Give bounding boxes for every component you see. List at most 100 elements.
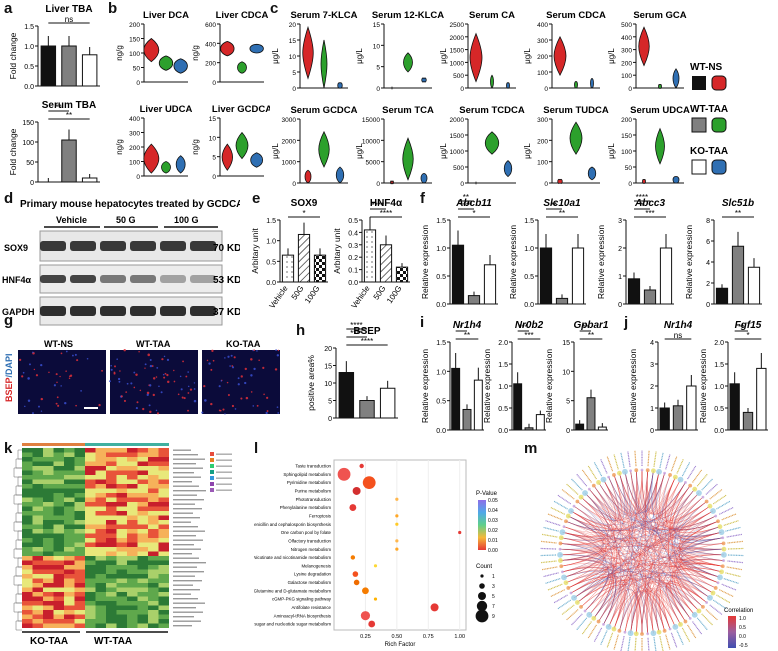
heatmap-cell <box>64 569 75 574</box>
heatmap-row-label <box>173 481 192 483</box>
bubble-point <box>352 571 359 577</box>
panel-letter-b: b <box>108 0 118 17</box>
network-node <box>672 624 679 630</box>
heatmap-cell <box>64 560 75 565</box>
panel-letter-h: h <box>296 322 306 339</box>
network-edge <box>658 479 681 630</box>
serum-ca-ytick-label: 1000 <box>450 60 465 67</box>
group-legend: WT-NS WT-TAA KO-TAA <box>690 62 728 175</box>
heatmap-cell <box>158 497 169 502</box>
heatmap-cell <box>106 479 117 484</box>
heatmap-cell <box>53 547 64 552</box>
heatmap-cell <box>85 619 96 624</box>
i-gpbar1-bar <box>575 423 585 431</box>
network-node-label <box>719 589 734 598</box>
heatmap-cell <box>32 479 43 484</box>
heatmap-cell <box>74 587 85 592</box>
liver-gcdca-violin <box>235 131 249 160</box>
e-hnf4a-bar <box>363 229 377 283</box>
heatmap-cell <box>22 605 33 610</box>
f-abcc3-bar <box>627 278 641 305</box>
heatmap-cell <box>106 560 117 565</box>
heatmap-cell <box>137 533 148 538</box>
heatmap-cell <box>32 511 43 516</box>
fluor-speckle <box>133 386 136 389</box>
count-legend-dot <box>475 609 489 623</box>
j-fgf15-ytick-label: 1.5 <box>714 362 724 369</box>
bubble-point <box>337 467 351 481</box>
liver-gcdca-ylabel: ng/g <box>191 139 200 155</box>
i-nr1h4-bar <box>462 408 472 431</box>
network-node <box>591 615 597 621</box>
fluor-speckle <box>277 349 280 352</box>
heatmap-cell <box>137 587 148 592</box>
heatmap-row-label <box>173 494 197 496</box>
serum-tudca-violin <box>569 121 583 155</box>
network-edge <box>666 579 711 625</box>
heatmap-cell <box>85 538 96 543</box>
fluor-speckle <box>166 358 170 361</box>
serum-ca-ytick-label: 2000 <box>450 35 465 42</box>
heatmap-row-label <box>173 454 198 456</box>
heatmap-cell <box>127 551 138 556</box>
network-node <box>558 541 563 546</box>
heatmap-cell <box>53 497 64 502</box>
serum-gca-ytick-label: 100 <box>621 73 632 80</box>
heatmap-cell <box>106 470 117 475</box>
network-node <box>627 630 634 637</box>
heatmap-cell <box>85 560 96 565</box>
heatmap-cell <box>74 583 85 588</box>
heatmap-row-label <box>173 526 198 528</box>
heatmap-cell <box>32 506 43 511</box>
heatmap-cell <box>95 592 106 597</box>
heatmap-cell <box>137 551 148 556</box>
serum-7-klca-ylabel: μg/L <box>271 48 280 64</box>
fluor-speckle <box>98 403 101 407</box>
fluor-speckle <box>113 365 116 368</box>
fluor-speckle <box>35 374 39 377</box>
fluor-image-wt-taa <box>110 350 198 414</box>
f-slc51b-ytick-label: 8 <box>706 218 710 225</box>
fluor-speckle <box>149 364 153 368</box>
fluor-speckle <box>187 392 190 394</box>
i-gpbar1-bar <box>586 397 596 431</box>
network-node-label <box>670 632 678 649</box>
heatmap-cell <box>127 475 138 480</box>
heatmap-cell <box>32 551 43 556</box>
heatmap-cell <box>137 484 148 489</box>
heatmap-cell <box>106 511 117 516</box>
heatmap-cell <box>85 448 96 453</box>
heatmap-cell <box>43 574 54 579</box>
network-edge <box>565 554 724 583</box>
j-fgf15-ytick-label: 2.0 <box>714 340 724 347</box>
serum-tcdca-ytick-label: 2000 <box>450 117 465 124</box>
heatmap-cell <box>53 520 64 525</box>
heatmap-cell <box>95 596 106 601</box>
heatmap-cell <box>64 484 75 489</box>
heatmap-cell <box>43 502 54 507</box>
liver-tba-ytick-label: 1.5 <box>24 24 34 31</box>
heatmap-cell <box>127 583 138 588</box>
network-node <box>645 468 650 473</box>
fluor-speckle <box>181 396 184 399</box>
heatmap-cell <box>95 488 106 493</box>
network-node <box>704 499 709 504</box>
network-node-label <box>681 627 691 643</box>
bubble-pathway-label: Lysine degradation <box>294 572 331 577</box>
network-edge <box>647 470 700 612</box>
heatmap-dendrogram <box>15 458 22 469</box>
serum-tba-sig-label: ** <box>55 103 61 112</box>
serum-tudca-ytick-label: 300 <box>537 117 548 124</box>
heatmap-cell <box>85 457 96 462</box>
heatmap-cell <box>127 461 138 466</box>
f-abcb11-sig-label: **** <box>460 201 472 210</box>
heatmap-dendrogram <box>17 449 22 460</box>
serum-gcdca-title: Serum GCDCA <box>290 105 357 116</box>
serum-7-klca-violin <box>337 82 343 89</box>
heatmap-cell <box>148 461 159 466</box>
heatmap-legend-label <box>216 477 232 479</box>
heatmap-cell <box>64 479 75 484</box>
heatmap-cell <box>53 529 64 534</box>
serum-udca-ytick-label: 100 <box>621 149 632 156</box>
